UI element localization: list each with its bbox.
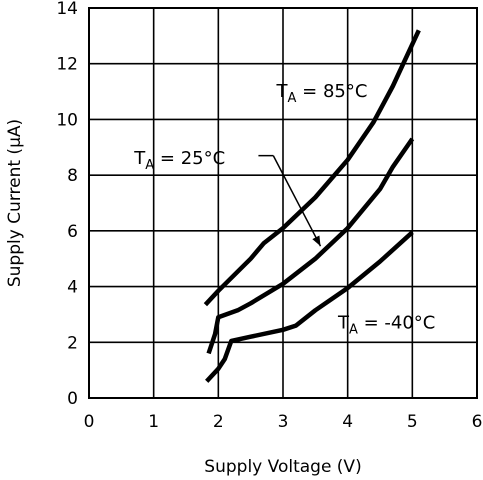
y-axis-label: Supply Current (μA) xyxy=(5,119,25,287)
series-annotation-1: TA = 25°C xyxy=(133,148,225,173)
y-tick-label: 8 xyxy=(67,166,78,186)
series-lines xyxy=(203,29,421,383)
x-tick-label: 4 xyxy=(342,412,353,432)
x-tick-label: 0 xyxy=(84,412,95,432)
y-tick-label: 12 xyxy=(56,55,78,75)
grid xyxy=(89,8,477,398)
series-annotation-0: TA = 85°C xyxy=(276,81,368,106)
y-tick-label: 14 xyxy=(56,0,78,19)
x-tick-label: 5 xyxy=(407,412,418,432)
x-tick-label: 3 xyxy=(278,412,289,432)
y-tick-label: 4 xyxy=(67,278,78,298)
y-tick-label: 0 xyxy=(67,389,78,409)
annotation-leader xyxy=(272,155,322,247)
x-axis-label: Supply Voltage (V) xyxy=(204,457,361,477)
x-tick-label: 6 xyxy=(472,412,483,432)
annotations: TA = 85°C TA = 25°C TA = -40°C xyxy=(133,81,435,337)
y-tick-label: 10 xyxy=(56,110,78,130)
series-line-0 xyxy=(203,29,421,307)
y-tick-label: 2 xyxy=(67,333,78,353)
annotation-arrowhead xyxy=(312,235,321,247)
series-line-1 xyxy=(206,137,415,355)
plot-frame xyxy=(88,7,478,399)
x-tick-label: 1 xyxy=(148,412,159,432)
y-tick-label: 6 xyxy=(67,222,78,242)
x-tick-label: 2 xyxy=(213,412,224,432)
series-line-2 xyxy=(205,230,414,383)
series-annotation-2: TA = -40°C xyxy=(337,312,435,337)
